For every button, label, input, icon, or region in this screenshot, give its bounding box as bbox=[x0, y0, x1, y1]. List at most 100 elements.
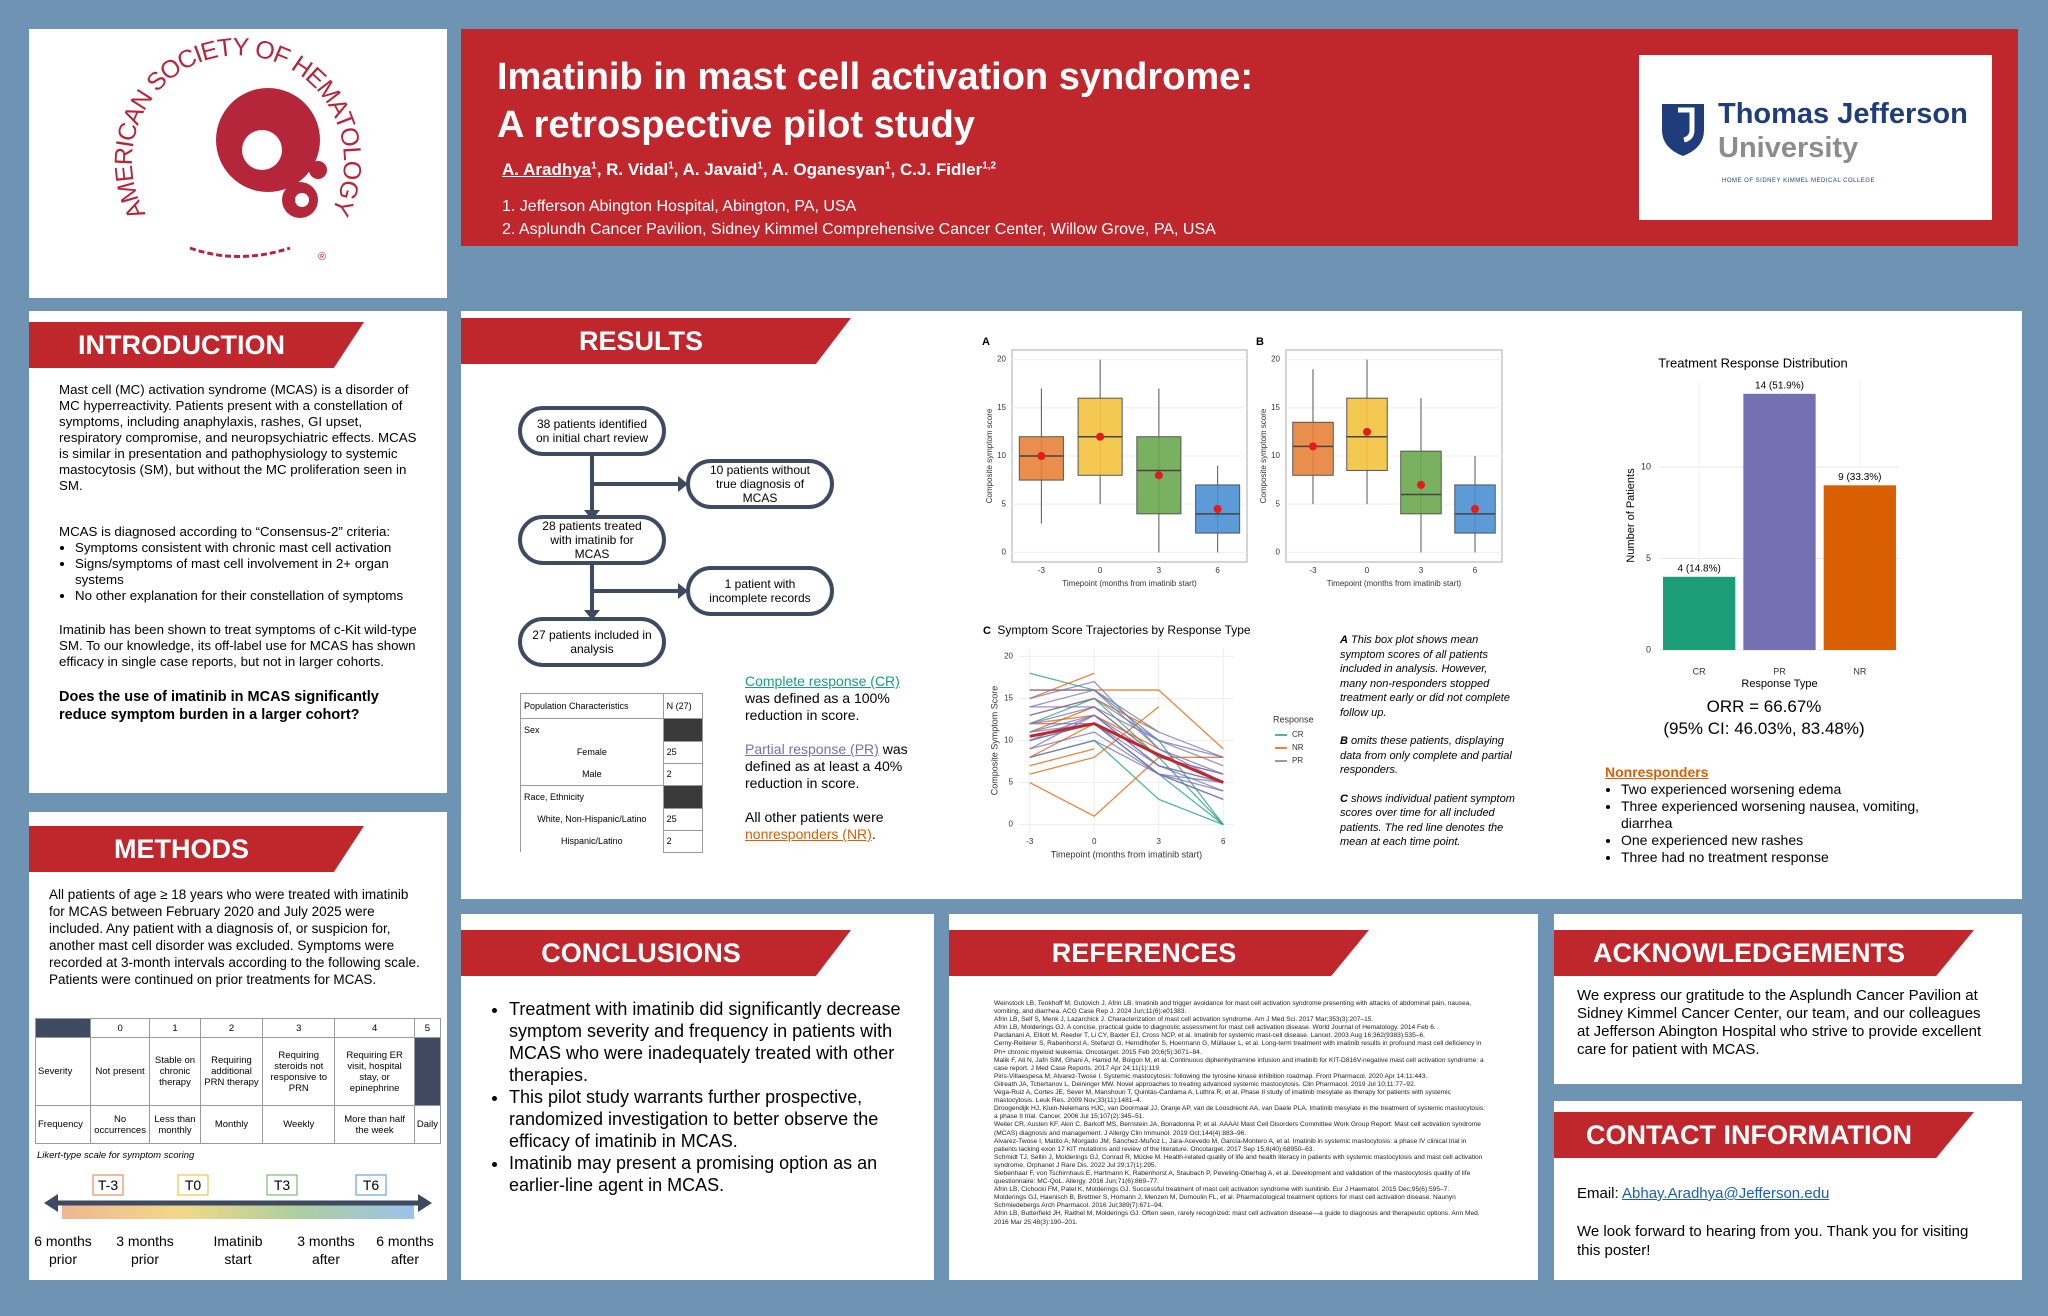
orr-text: ORR = 66.67% bbox=[1706, 697, 1822, 716]
table-caption: Likert-type scale for symptom scoring bbox=[37, 1150, 195, 1161]
author-name: A. Oganesyan bbox=[771, 160, 885, 179]
criteria-list: Symptoms consistent with chronic mast ce… bbox=[59, 540, 421, 604]
scale-level: 2 bbox=[199, 1017, 264, 1039]
criterion: Symptoms consistent with chronic mast ce… bbox=[75, 540, 421, 556]
author-separator: , bbox=[890, 160, 901, 179]
section-heading: METHODS bbox=[29, 826, 364, 872]
response-definitions: Complete response (CR) was defined as a … bbox=[745, 673, 925, 860]
flow-node: 1 patient with incomplete records bbox=[686, 566, 834, 616]
author-separator: , bbox=[762, 160, 772, 179]
university-name: University bbox=[1718, 132, 1859, 164]
population-group-fill bbox=[662, 718, 704, 742]
scale-cell-empty bbox=[413, 1037, 442, 1107]
reference: Weinstock LB, Tenkhoff M, Gutovich J, Af… bbox=[994, 1000, 1472, 1016]
reference: Molderings GJ, Haenisch B, Brettner S, H… bbox=[994, 1194, 1456, 1210]
note-label: A bbox=[1340, 634, 1348, 646]
logo-panel bbox=[29, 29, 447, 298]
reference-list: Weinstock LB, Tenkhoff M, Gutovich J, Af… bbox=[994, 1000, 1490, 1227]
conclusion: Imatinib may present a promising option … bbox=[509, 1152, 909, 1196]
scale-level: 0 bbox=[89, 1017, 151, 1039]
introduction-text: Mast cell (MC) activation syndrome (MCAS… bbox=[59, 382, 421, 724]
reference: Weiler CR, Austen KF, Akin C, Barkoff MS… bbox=[994, 1121, 1481, 1137]
reference: Droogendijk HJ, Kluin-Nelemans HJC, van … bbox=[994, 1105, 1485, 1121]
reference: Piris-Villaespesa M, Alvarez-Twose I. Sy… bbox=[994, 1072, 1428, 1080]
scale-row-label: Frequency bbox=[35, 1105, 91, 1144]
figure-note: A This box plot shows mean symptom score… bbox=[1340, 633, 1515, 720]
contact-text: We look forward to hearing from you. Tha… bbox=[1577, 1223, 1969, 1259]
author-separator: , bbox=[673, 160, 683, 179]
timeline-label: 3 months after bbox=[297, 1233, 355, 1267]
population-table: Population Characteristics N (27) Sex Femal… bbox=[520, 693, 704, 853]
nonresponder-item: Two experienced worsening edema bbox=[1621, 781, 1935, 798]
author-affiliation: 1 bbox=[668, 160, 674, 172]
population-row: Male 2 bbox=[520, 762, 704, 786]
definition: All other patients were nonresponders (N… bbox=[745, 809, 925, 843]
population-header-cell: N (27) bbox=[662, 693, 704, 719]
reference: Gilreath JA, Tchertanov L, Deininger MW.… bbox=[994, 1080, 1416, 1088]
definition: Complete response (CR) was defined as a … bbox=[745, 673, 925, 724]
scale-table: 0 1 2 3 4 5 Severity Not present Stable on chron… bbox=[35, 1017, 442, 1144]
population-row: Female 25 bbox=[520, 740, 704, 764]
population-header-cell: Population Characteristics bbox=[520, 693, 664, 719]
scale-row: Severity Not present Stable on chronic the… bbox=[35, 1037, 442, 1107]
population-row: Sex bbox=[520, 718, 704, 742]
author-affiliation: 1,2 bbox=[982, 160, 997, 172]
flow-node: 38 patients identified on initial chart … bbox=[518, 406, 666, 456]
population-label: Sex bbox=[520, 718, 664, 741]
poster-title: Imatinib in mast cell activation syndrom… bbox=[497, 56, 1253, 98]
scale-cell: No occurrences bbox=[89, 1105, 151, 1144]
reference: Afrin LB, Butterfield JH, Raithel M, Mol… bbox=[994, 1210, 1480, 1226]
author-affiliation: 1 bbox=[757, 160, 763, 172]
scale-level: 5 bbox=[413, 1017, 442, 1039]
university-tagline: HOME OF SIDNEY KIMMEL MEDICAL COLLEGE bbox=[1722, 178, 1875, 184]
population-label: Race, Ethnicity bbox=[520, 785, 664, 808]
population-label: Hispanic/Latino bbox=[520, 830, 664, 852]
nonresponder-item: Three experienced worsening nausea, vomi… bbox=[1621, 798, 1935, 832]
reference: Cerny-Reiterer S, Rabenhorst A, Stefanzl… bbox=[994, 1040, 1482, 1056]
section-heading: CONTACT INFORMATION bbox=[1554, 1112, 1974, 1158]
reference: Afrin LB, Cichocki FM, Patel K, Molderin… bbox=[994, 1186, 1450, 1194]
nonresponders-list: Two experienced worsening edemaThree exp… bbox=[1605, 781, 1935, 866]
criterion: No other explanation for their constella… bbox=[75, 588, 421, 604]
reference: Pardanani A, Elliott M, Reeder T, Li CY,… bbox=[994, 1032, 1426, 1040]
nonresponder-item: Three had no treatment response bbox=[1621, 849, 1935, 866]
definition-part: was defined as a 100% reduction in score… bbox=[745, 690, 890, 723]
scale-cell: Requiring additional PRN therapy bbox=[199, 1037, 264, 1107]
definition-part: Partial response (PR) bbox=[745, 741, 879, 757]
author-name: R. Vidal bbox=[606, 160, 669, 179]
timeline-label: 6 months prior bbox=[34, 1233, 92, 1267]
population-row: Hispanic/Latino 2 bbox=[520, 829, 704, 853]
scale-cell: Requiring ER visit, hospital stay, or ep… bbox=[334, 1037, 415, 1107]
author-name: C.J. Fidler bbox=[900, 160, 983, 179]
scale-cell: Weekly bbox=[262, 1105, 336, 1144]
introduction-panel bbox=[29, 311, 447, 793]
conclusion: Treatment with imatinib did significantl… bbox=[509, 998, 909, 1086]
note-text: omits these patients, displaying data fr… bbox=[1340, 735, 1512, 776]
population-n: 2 bbox=[662, 829, 704, 853]
population-label: Female bbox=[520, 741, 664, 763]
section-heading: REFERENCES bbox=[949, 930, 1369, 976]
affiliation: 2. Asplundh Cancer Pavilion, Sidney Kimm… bbox=[502, 221, 1216, 238]
paragraph: Mast cell (MC) activation syndrome (MCAS… bbox=[59, 382, 417, 493]
email-link[interactable]: Abhay.Aradhya@Jefferson.edu bbox=[1622, 1185, 1830, 1202]
nonresponders-title: Nonresponders bbox=[1605, 764, 1709, 780]
timeline-label: 6 months after bbox=[376, 1233, 434, 1267]
author-affiliation: 1 bbox=[591, 160, 597, 172]
reference: Afrin LB, Self S, Menk J, Lazarchick J. … bbox=[994, 1016, 1374, 1024]
author-name: A. Aradhya bbox=[502, 160, 592, 179]
reference: Alvarez-Twose I, Matito A, Morgado JM, S… bbox=[994, 1137, 1467, 1153]
authors: A. Aradhya1, R. Vidal1, A. Javaid1, A. O… bbox=[502, 160, 996, 180]
reference: Vega-Ruiz A, Cortes JE, Sever M, Manshou… bbox=[994, 1089, 1451, 1105]
reference: Malik F, Ali N, Jafri SIM, Ghani A, Hami… bbox=[994, 1056, 1484, 1072]
note-label: C bbox=[1340, 792, 1348, 805]
population-row: White, Non-Hispanic/Latino 25 bbox=[520, 807, 704, 831]
population-group-fill bbox=[662, 785, 704, 809]
author-name: A. Javaid bbox=[682, 160, 758, 179]
reference: Afrin LB, Molderings GJ. A concise, prac… bbox=[994, 1024, 1436, 1032]
poster-title: A retrospective pilot study bbox=[497, 104, 975, 146]
scale-row-label: Severity bbox=[35, 1037, 91, 1107]
scale-cell: Not present bbox=[89, 1037, 151, 1107]
nonresponder-item: One experienced new rashes bbox=[1621, 832, 1935, 849]
